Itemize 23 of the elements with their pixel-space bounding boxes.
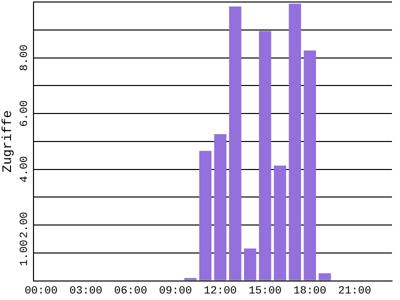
bar: [304, 50, 316, 280]
x-tick-label: 15:00: [248, 285, 282, 298]
bar: [214, 134, 226, 280]
y-tick-label: 6.00: [19, 100, 32, 127]
y-tick-label: 4.00: [19, 156, 32, 182]
x-tick-label: 06:00: [114, 285, 148, 298]
bar: [258, 30, 272, 280]
x-tick-label: 18:00: [293, 285, 326, 298]
bar: [199, 150, 212, 280]
x-tick-label: 09:00: [158, 285, 192, 298]
x-tick-label: 00:00: [24, 285, 58, 298]
bar: [318, 273, 331, 280]
y-axis-title: Zugriffe: [0, 110, 16, 173]
y-tick-label: 2.00: [19, 212, 32, 238]
bar: [244, 248, 256, 280]
x-tick-label: 21:00: [338, 285, 372, 298]
bar: [288, 4, 302, 280]
x-tick-label: 03:00: [69, 285, 102, 298]
x-tick-label: 12:00: [204, 285, 237, 298]
y-tick-label: 8.00: [19, 44, 32, 71]
y-tick-label: 1.00: [19, 240, 32, 266]
bar: [229, 6, 242, 280]
bar: [274, 166, 286, 280]
